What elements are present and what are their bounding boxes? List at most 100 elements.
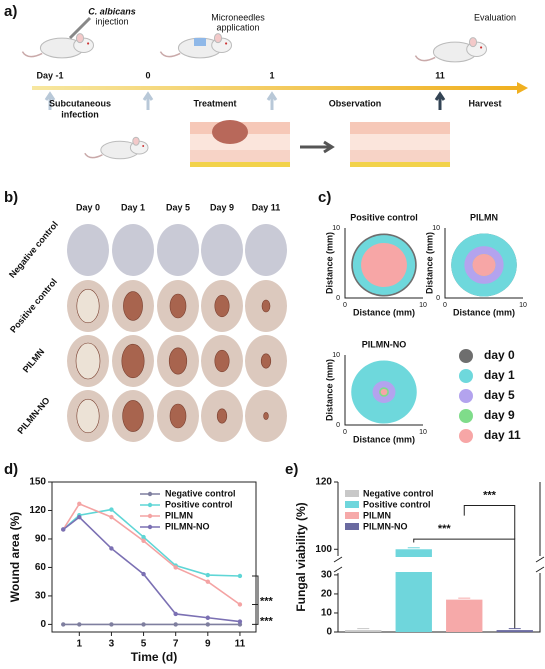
tick-label: 10: [419, 429, 427, 436]
bar: [446, 599, 483, 632]
contour: [472, 253, 496, 277]
tick-label: 10: [332, 352, 340, 359]
tick-label: 0: [343, 429, 347, 436]
skin-layer: [190, 162, 290, 167]
column-header: Day 5: [166, 202, 190, 212]
series-line: [62, 516, 241, 623]
wound: [168, 347, 188, 375]
column-header: Day 9: [210, 202, 234, 212]
series-line: [62, 502, 241, 606]
annotation: ***: [483, 489, 497, 501]
step-label: C. albicans: [88, 6, 136, 16]
mouse-eye: [142, 145, 145, 147]
axis-label: Time (d): [131, 650, 177, 664]
mouse-eye: [480, 46, 483, 49]
point: [77, 501, 82, 507]
day-label: 11: [435, 70, 445, 80]
photo: [67, 224, 109, 276]
legend-label: Negative control: [165, 488, 236, 498]
tick-label: 10: [419, 302, 427, 309]
phase-label: Harvest: [468, 98, 501, 108]
axis-label: Distance (mm): [324, 232, 334, 294]
patch: [194, 38, 206, 46]
y-tick-label: 60: [35, 562, 47, 573]
legend-label: Positive control: [363, 499, 431, 509]
axis-label: Distance (mm): [353, 307, 415, 317]
legend-swatch: [345, 490, 359, 497]
point: [237, 573, 243, 579]
legend-swatch: [459, 349, 473, 363]
point: [237, 619, 243, 624]
sig-bracket: [252, 575, 259, 625]
legend-label: day 0: [484, 348, 515, 362]
annotation: ***: [438, 523, 452, 535]
day-label: 0: [145, 70, 150, 80]
mouse-tail: [84, 152, 103, 159]
legend-label: PILMN-NO: [363, 521, 408, 531]
arrow-up: [434, 91, 446, 110]
axis-label: Wound area (%): [8, 512, 22, 602]
y-tick-label: 120: [29, 505, 46, 516]
point: [77, 622, 82, 627]
point: [205, 615, 211, 620]
column-header: Day 0: [76, 202, 100, 212]
legend-swatch: [459, 409, 473, 423]
axis-label: Fungal viability (%): [294, 502, 308, 611]
legend-label: PILMN-NO: [165, 521, 210, 531]
x-tick-label: 1: [77, 639, 83, 650]
y-tick-label: 120: [315, 477, 332, 488]
wound: [214, 349, 230, 373]
tick-label: 0: [436, 295, 440, 302]
legend-label: day 9: [484, 408, 515, 422]
mouse-ear: [213, 33, 223, 44]
point: [237, 602, 243, 607]
point: [205, 579, 211, 584]
wound: [122, 400, 144, 432]
legend-label: Positive control: [165, 499, 233, 509]
row-header: Negative control: [7, 219, 60, 279]
legend-swatch: [345, 501, 359, 508]
wound: [261, 299, 271, 313]
skin-layer: [350, 122, 450, 134]
skin-layer: [350, 150, 450, 162]
x-tick-label: 5: [141, 639, 147, 650]
process-arrow: [300, 140, 335, 154]
point: [141, 534, 146, 540]
timeline: [32, 86, 517, 90]
arrow-up: [44, 91, 56, 110]
y-tick-label: 0: [326, 627, 332, 638]
phase-label: Treatment: [193, 98, 236, 108]
point: [61, 622, 66, 627]
arrow-up: [142, 91, 154, 110]
y-tick-label: 100: [315, 544, 332, 555]
y-tick-label: 20: [321, 589, 333, 600]
tick-label: 0: [343, 302, 347, 309]
point: [61, 527, 66, 532]
phase-label: Observation: [329, 98, 382, 108]
point: [109, 507, 114, 512]
legend-label: PILMN: [363, 510, 391, 520]
timeline-head: [517, 82, 528, 94]
legend-swatch: [345, 512, 359, 519]
y-tick-label: 30: [35, 591, 47, 602]
plot-frame: [51, 481, 257, 633]
row-header: PILMN-NO: [15, 395, 51, 436]
subplot-title: PILMN: [470, 212, 498, 222]
legend-marker: [147, 513, 153, 519]
column-header: Day 1: [121, 202, 145, 212]
point: [173, 565, 178, 570]
photo: [157, 224, 199, 276]
wound: [263, 412, 269, 420]
point: [205, 572, 211, 578]
photo: [201, 224, 243, 276]
phase-label: Subcutaneous: [49, 98, 111, 108]
axis-label: Distance (mm): [424, 232, 434, 294]
axis-label: Distance (mm): [353, 434, 415, 444]
y-tick-label: 30: [321, 570, 333, 581]
mouse-eye: [225, 42, 228, 45]
axis-break-gap: [339, 557, 539, 572]
point: [141, 538, 146, 544]
wound: [76, 288, 100, 324]
point: [109, 514, 114, 520]
